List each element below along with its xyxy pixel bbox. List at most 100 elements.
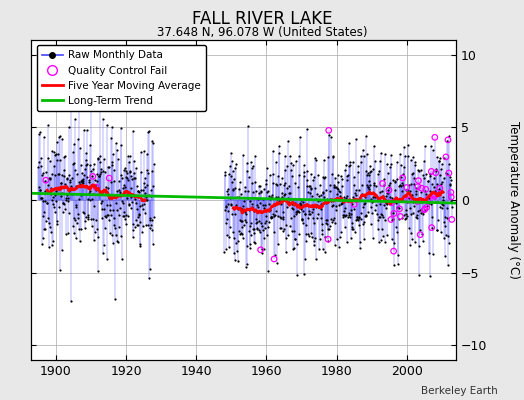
Point	[360, 152, 368, 159]
Point	[351, 229, 359, 236]
Point	[392, 229, 401, 235]
Point	[130, 196, 139, 202]
Point	[264, 208, 272, 214]
Point	[99, 250, 107, 256]
Point	[374, 217, 383, 224]
Point	[143, 167, 151, 173]
Point	[414, 207, 422, 214]
Point	[147, 138, 156, 144]
Point	[223, 216, 231, 222]
Point	[116, 172, 125, 178]
Point	[112, 200, 120, 207]
Point	[417, 210, 425, 216]
Point	[75, 179, 83, 185]
Point	[77, 161, 85, 168]
Point	[244, 188, 252, 195]
Point	[107, 232, 116, 238]
Point	[414, 178, 423, 184]
Point	[246, 198, 254, 204]
Point	[94, 233, 102, 240]
Point	[84, 190, 93, 196]
Point	[393, 204, 401, 210]
Point	[440, 155, 449, 162]
Point	[375, 239, 383, 245]
Point	[379, 214, 387, 220]
Point	[102, 189, 111, 196]
Point	[283, 185, 291, 191]
Point	[381, 239, 389, 245]
Point	[413, 198, 421, 205]
Point	[101, 213, 110, 220]
Point	[233, 204, 242, 211]
Point	[323, 238, 332, 244]
Point	[291, 236, 299, 242]
Point	[354, 168, 362, 175]
Point	[437, 229, 445, 236]
Point	[79, 178, 88, 184]
Point	[304, 215, 312, 222]
Point	[79, 208, 87, 215]
Point	[391, 187, 400, 194]
Point	[400, 193, 408, 199]
Point	[386, 201, 395, 207]
Point	[408, 154, 417, 160]
Point	[400, 216, 409, 222]
Point	[332, 196, 341, 202]
Point	[132, 200, 140, 207]
Point	[248, 164, 256, 171]
Point	[106, 230, 114, 236]
Point	[410, 181, 419, 187]
Point	[277, 215, 286, 221]
Point	[52, 218, 61, 224]
Point	[97, 214, 106, 221]
Point	[399, 182, 407, 188]
Point	[253, 202, 261, 208]
Point	[48, 148, 57, 154]
Point	[104, 212, 112, 218]
Point	[273, 182, 281, 188]
Point	[279, 228, 287, 234]
Point	[333, 190, 342, 197]
Point	[385, 164, 394, 170]
Point	[326, 216, 335, 222]
Point	[226, 163, 234, 170]
Point	[311, 234, 319, 241]
Point	[84, 214, 93, 220]
Point	[99, 187, 107, 194]
Point	[56, 267, 64, 273]
Point	[294, 153, 303, 160]
Point	[298, 202, 307, 209]
Point	[337, 201, 345, 208]
Point	[102, 184, 110, 190]
Point	[336, 193, 344, 200]
Point	[96, 153, 104, 160]
Point	[339, 212, 347, 219]
Point	[40, 188, 49, 194]
Point	[434, 217, 442, 223]
Point	[325, 226, 333, 232]
Point	[65, 172, 73, 178]
Point	[90, 161, 99, 168]
Point	[330, 175, 339, 181]
Point	[269, 213, 278, 220]
Point	[442, 215, 451, 221]
Point	[95, 173, 103, 179]
Point	[237, 224, 246, 231]
Point	[273, 196, 281, 202]
Point	[113, 146, 122, 153]
Point	[406, 205, 414, 211]
Point	[412, 185, 420, 191]
Point	[425, 250, 433, 256]
Point	[343, 177, 352, 183]
Point	[69, 222, 77, 229]
Point	[355, 245, 364, 252]
Point	[415, 243, 423, 250]
Point	[140, 175, 149, 181]
Point	[366, 163, 374, 170]
Point	[92, 184, 100, 190]
Point	[447, 198, 456, 204]
Point	[387, 161, 395, 167]
Point	[137, 169, 146, 175]
Point	[41, 178, 49, 185]
Point	[337, 173, 345, 179]
